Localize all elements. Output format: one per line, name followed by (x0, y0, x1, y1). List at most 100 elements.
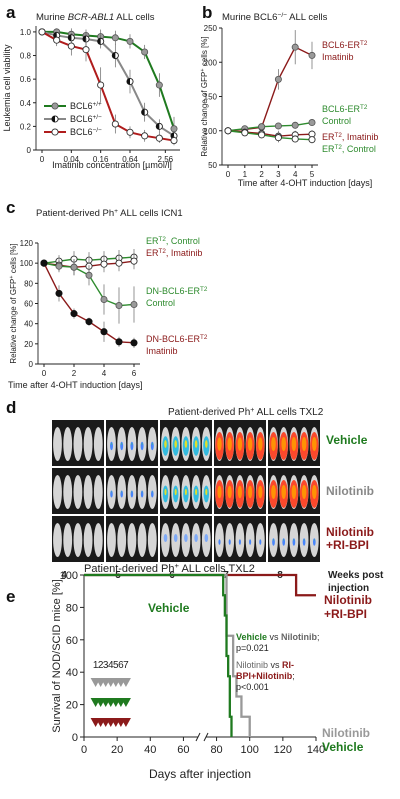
marker-half (51, 115, 55, 123)
text-part: Patient-derived Ph (84, 563, 175, 575)
panel-letter: b (202, 3, 212, 22)
signal-inner (271, 437, 276, 451)
signal-outer (249, 539, 252, 545)
signal-inner (237, 437, 243, 451)
stat-pvalue: p=0.021 (236, 643, 269, 653)
treatment-triangle (120, 718, 131, 727)
mouse-image (53, 427, 62, 461)
signal-inner (281, 485, 287, 499)
marker-half (112, 52, 116, 59)
data-point (130, 339, 138, 347)
text-part: + (114, 208, 118, 215)
signal-inner (194, 440, 198, 448)
signal-inner (164, 440, 167, 448)
panel-letter: e (6, 587, 15, 606)
text-part: +/− (93, 114, 102, 121)
signal-outer (130, 441, 134, 451)
marker-half (141, 109, 145, 116)
text-part: , Control (342, 144, 376, 154)
signal-inner (217, 437, 222, 451)
stat-text: Nilotinib vs RI- (236, 660, 294, 670)
text-part: ALL cells TXL2 (179, 563, 255, 575)
series-0 (224, 30, 316, 135)
legend-label: BCL6+/+ (70, 101, 102, 112)
series-line (227, 121, 313, 132)
text-part: −/− (93, 127, 102, 134)
y-tick-label: 1.0 (20, 28, 32, 37)
survival-curve-2 (84, 573, 233, 737)
data-point (85, 271, 93, 279)
signal-inner (291, 485, 297, 499)
text-part: , Imatinib (166, 248, 203, 258)
marker-half (126, 78, 130, 85)
series-label: Nilotinib (322, 726, 370, 740)
data-point (111, 34, 119, 42)
x-tick-label: 5 (310, 170, 315, 179)
text-part: Control (146, 298, 175, 308)
signal-outer (194, 534, 198, 542)
x-tick-label: 3 (276, 170, 281, 179)
signal-inner (283, 539, 284, 541)
row-label: +RI-BPI (326, 538, 369, 552)
x-tick-label: 1 (243, 170, 248, 179)
text-part: ALL cells (287, 12, 328, 23)
signal-inner (237, 485, 242, 499)
y-tick-label: 0 (27, 146, 32, 155)
data-point (100, 260, 108, 268)
x-tick-label: 4 (293, 170, 298, 179)
data-point (308, 136, 316, 144)
row-label: Nilotinib (326, 484, 374, 498)
signal-inner (195, 488, 198, 496)
x-tick-label: 2.56 (158, 155, 174, 164)
data-point (308, 51, 316, 59)
image-row-2 (52, 516, 320, 562)
series-line (227, 46, 313, 132)
text-part: + (9, 275, 15, 278)
x-axis-label: Time after 4-OHT induction [days] (238, 178, 373, 188)
signal-inner (258, 485, 263, 499)
x-axis-label: Days after injection (149, 767, 251, 781)
data-point (130, 257, 138, 265)
data-point (291, 121, 299, 129)
x-tick-label: 2 (259, 170, 264, 179)
y-tick-label: 100 (204, 127, 218, 136)
signal-inner (273, 539, 274, 541)
mouse-image (63, 475, 73, 509)
text-part: Relative change of GFP (200, 72, 209, 157)
x-tick-label: 0 (40, 155, 45, 164)
x-axis-label: Time after 4-OHT induction [days] (8, 380, 143, 390)
mouse-image (53, 523, 62, 557)
signal-inner (293, 539, 295, 541)
data-point (130, 301, 138, 309)
mouse-image (93, 475, 103, 509)
x-tick-label: 0.04 (64, 155, 80, 164)
data-point (291, 43, 299, 51)
text-part: T2 (335, 132, 343, 139)
treatment-triangle (120, 678, 131, 687)
text-part: DN-BCL6-ER (146, 334, 201, 344)
text-part: ER (322, 132, 335, 142)
text-part: ER (322, 144, 335, 154)
y-tick-label: 60 (66, 635, 78, 647)
mouse-image (73, 523, 83, 557)
signal-inner (164, 488, 167, 496)
signal-outer (282, 538, 286, 546)
panel-b-title: Murine BCL6−/− ALL cells (222, 12, 328, 24)
data-point (97, 81, 105, 89)
mouse-image (83, 427, 93, 461)
data-point (67, 42, 75, 50)
week-caption: Weeks post (328, 570, 384, 581)
y-tick-label: 120 (20, 239, 34, 248)
axis-break (203, 732, 209, 742)
data-point (115, 338, 123, 346)
signal-inner (184, 440, 188, 448)
week-caption: injection (328, 583, 369, 594)
text-part: DN-BCL6-ER (146, 286, 201, 296)
legend-marker (51, 102, 59, 110)
data-point (155, 122, 163, 130)
signal-inner (131, 442, 133, 446)
y-tick-label: 80 (24, 279, 33, 288)
text-part: BCL6 (70, 127, 93, 137)
data-point (170, 137, 178, 145)
data-point (111, 51, 119, 60)
